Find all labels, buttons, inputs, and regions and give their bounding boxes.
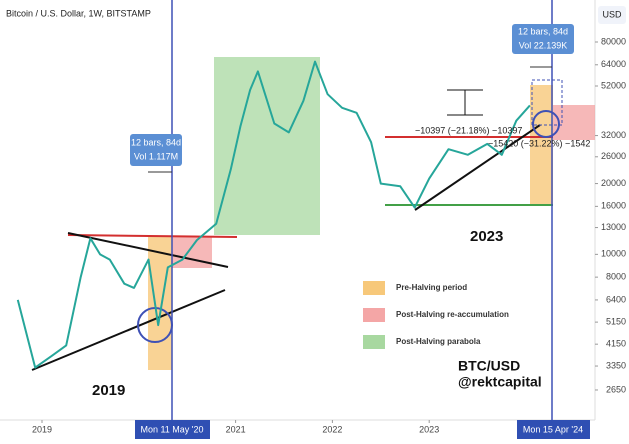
y-tick-label: 8000 (606, 272, 626, 282)
y-tick-label: 80000 (601, 36, 626, 46)
resistance-line (67, 234, 238, 238)
range-box (531, 79, 563, 126)
y-tick-label: 32000 (601, 130, 626, 140)
y-tick-label: 13000 (601, 222, 626, 232)
legend: Pre-Halving period Post-Halving re-accumu… (363, 281, 509, 349)
trend-line (31, 289, 226, 371)
legend-swatch (363, 335, 385, 349)
parabola-zone (214, 57, 320, 235)
year-label: 2023 (470, 228, 503, 245)
y-tick-label: 6400 (606, 294, 626, 304)
drawdown-label: −15420 (−31.22%) −1542 (488, 138, 590, 148)
trend-line (67, 232, 229, 268)
highlight-circle (532, 110, 560, 138)
y-tick-label: 16000 (601, 201, 626, 211)
y-tick-label: 20000 (601, 178, 626, 188)
x-tick-label: 2019 (32, 424, 52, 434)
x-tick-label: 2023 (419, 424, 439, 434)
y-tick-label: 2650 (606, 384, 626, 394)
x-tick-label: 2022 (322, 424, 342, 434)
y-tick-label: 64000 (601, 59, 626, 69)
y-tick-label: 4150 (606, 339, 626, 349)
y-tick-label: 5150 (606, 316, 626, 326)
reaccumulation-zone (553, 105, 595, 140)
legend-label: Pre-Halving period (396, 283, 467, 292)
series-name: BTC/USD (458, 358, 520, 374)
date-badge (135, 420, 210, 439)
y-tick-label: 10000 (601, 249, 626, 259)
date-label: Mon 15 Apr '24 (523, 424, 583, 434)
measure-text: 12 bars, 84d (518, 26, 568, 36)
measure-text: Vol 22.139K (519, 40, 568, 50)
legend-label: Post-Halving parabola (396, 337, 481, 346)
date-badge (517, 420, 590, 439)
plot (16, 60, 531, 369)
drawdown-label: −10397 (−21.18%) −10397 (415, 125, 522, 135)
price-line (16, 60, 531, 369)
measure-text: 12 bars, 84d (131, 137, 181, 147)
legend-swatch (363, 308, 385, 322)
date-label: Mon 11 May '20 (140, 424, 203, 434)
currency: USD (602, 9, 622, 19)
legend-swatch (363, 281, 385, 295)
currency-badge (598, 6, 626, 24)
measure-text: Vol 1.117M (134, 151, 178, 161)
measure-box (512, 24, 574, 54)
y-tick-label: 52000 (601, 80, 626, 90)
author: @rektcapital (458, 374, 542, 390)
y-tick-label: 3350 (606, 360, 626, 370)
reaccumulation-zone (172, 237, 212, 268)
year-label: 2019 (92, 382, 125, 399)
trend-line (414, 124, 541, 211)
measure-box (130, 134, 182, 166)
drawings (31, 0, 595, 420)
x-tick-label: 2021 (226, 424, 246, 434)
y-tick-label: 26000 (601, 151, 626, 161)
pre-halving-zone (148, 237, 172, 370)
chart-title: Bitcoin / U.S. Dollar, 1W, BITSTAMP (6, 8, 151, 18)
legend-label: Post-Halving re-accumulation (396, 310, 509, 319)
price-axis-panel (595, 0, 629, 439)
